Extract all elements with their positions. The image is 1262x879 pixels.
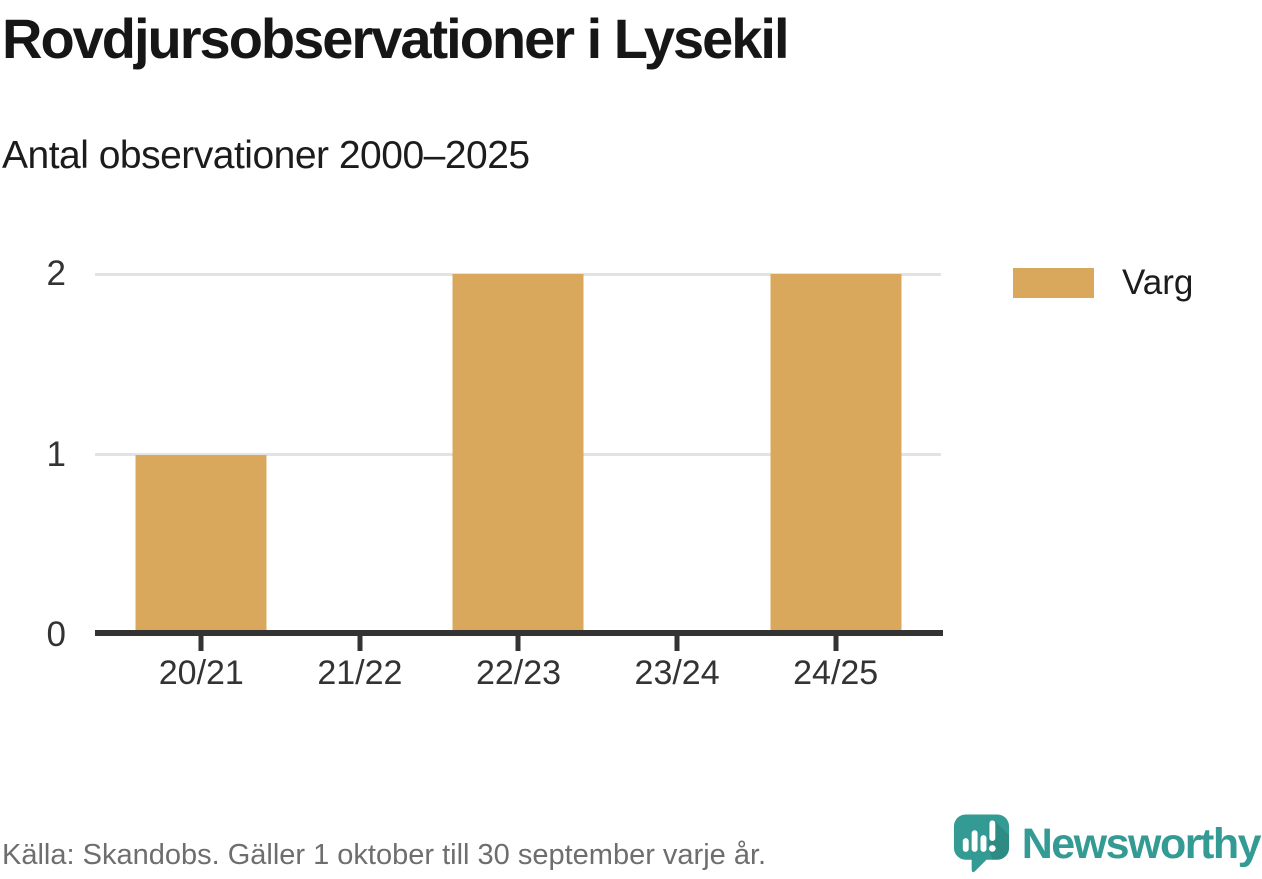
bar-slot-24/25: [756, 274, 915, 635]
x-axis-line: [95, 630, 943, 636]
x-axis-ticks: [122, 636, 915, 651]
source-note: Källa: Skandobs. Gäller 1 oktober till 3…: [2, 839, 767, 871]
tick-slot: [756, 636, 915, 651]
chart-subtitle: Antal observationer 2000–2025: [2, 134, 530, 177]
bar-slot-22/23: [439, 274, 598, 635]
x-tick-label: 21/22: [317, 654, 403, 692]
x-tick: [357, 636, 363, 651]
x-tick-label: 24/25: [793, 654, 879, 692]
x-tick: [515, 636, 521, 651]
chart-title: Rovdjursobservationer i Lysekil: [2, 7, 790, 70]
x-tick: [198, 636, 204, 651]
x-label-slot: 23/24: [598, 654, 757, 700]
bar-20/21: [135, 454, 267, 635]
bar-24/25: [770, 274, 902, 635]
tick-slot: [122, 636, 281, 651]
x-label-slot: 24/25: [756, 654, 915, 700]
legend-swatch: [1013, 268, 1094, 298]
x-label-slot: 20/21: [122, 654, 281, 700]
y-tick-label: 0: [46, 615, 66, 654]
y-tick-label: 2: [46, 254, 66, 293]
bars-area: [122, 274, 915, 635]
legend-label: Varg: [1122, 263, 1194, 302]
newsworthy-speech-bubble-icon: [953, 814, 1009, 873]
x-label-slot: 21/22: [281, 654, 440, 700]
newsworthy-logo[interactable]: Newsworthy: [950, 813, 1262, 875]
y-tick-label: 1: [46, 434, 66, 474]
x-tick-label: 20/21: [158, 654, 244, 692]
bar-slot-21/22: [281, 274, 440, 635]
bar-slot-23/24: [598, 274, 757, 635]
x-label-slot: 22/23: [439, 654, 598, 700]
tick-slot: [281, 636, 440, 651]
tick-slot: [598, 636, 757, 651]
tick-slot: [439, 636, 598, 651]
legend: Varg: [1013, 263, 1193, 303]
bar-slot-20/21: [122, 274, 281, 635]
bar-22/23: [452, 274, 584, 635]
x-tick: [833, 636, 839, 651]
newsworthy-wordmark: Newsworthy: [1021, 819, 1262, 868]
x-tick-label: 23/24: [634, 654, 720, 692]
x-axis-labels: 20/21 21/22 22/23 23/24 24/25: [122, 654, 915, 700]
x-tick-label: 22/23: [475, 654, 562, 692]
x-tick: [674, 636, 680, 651]
